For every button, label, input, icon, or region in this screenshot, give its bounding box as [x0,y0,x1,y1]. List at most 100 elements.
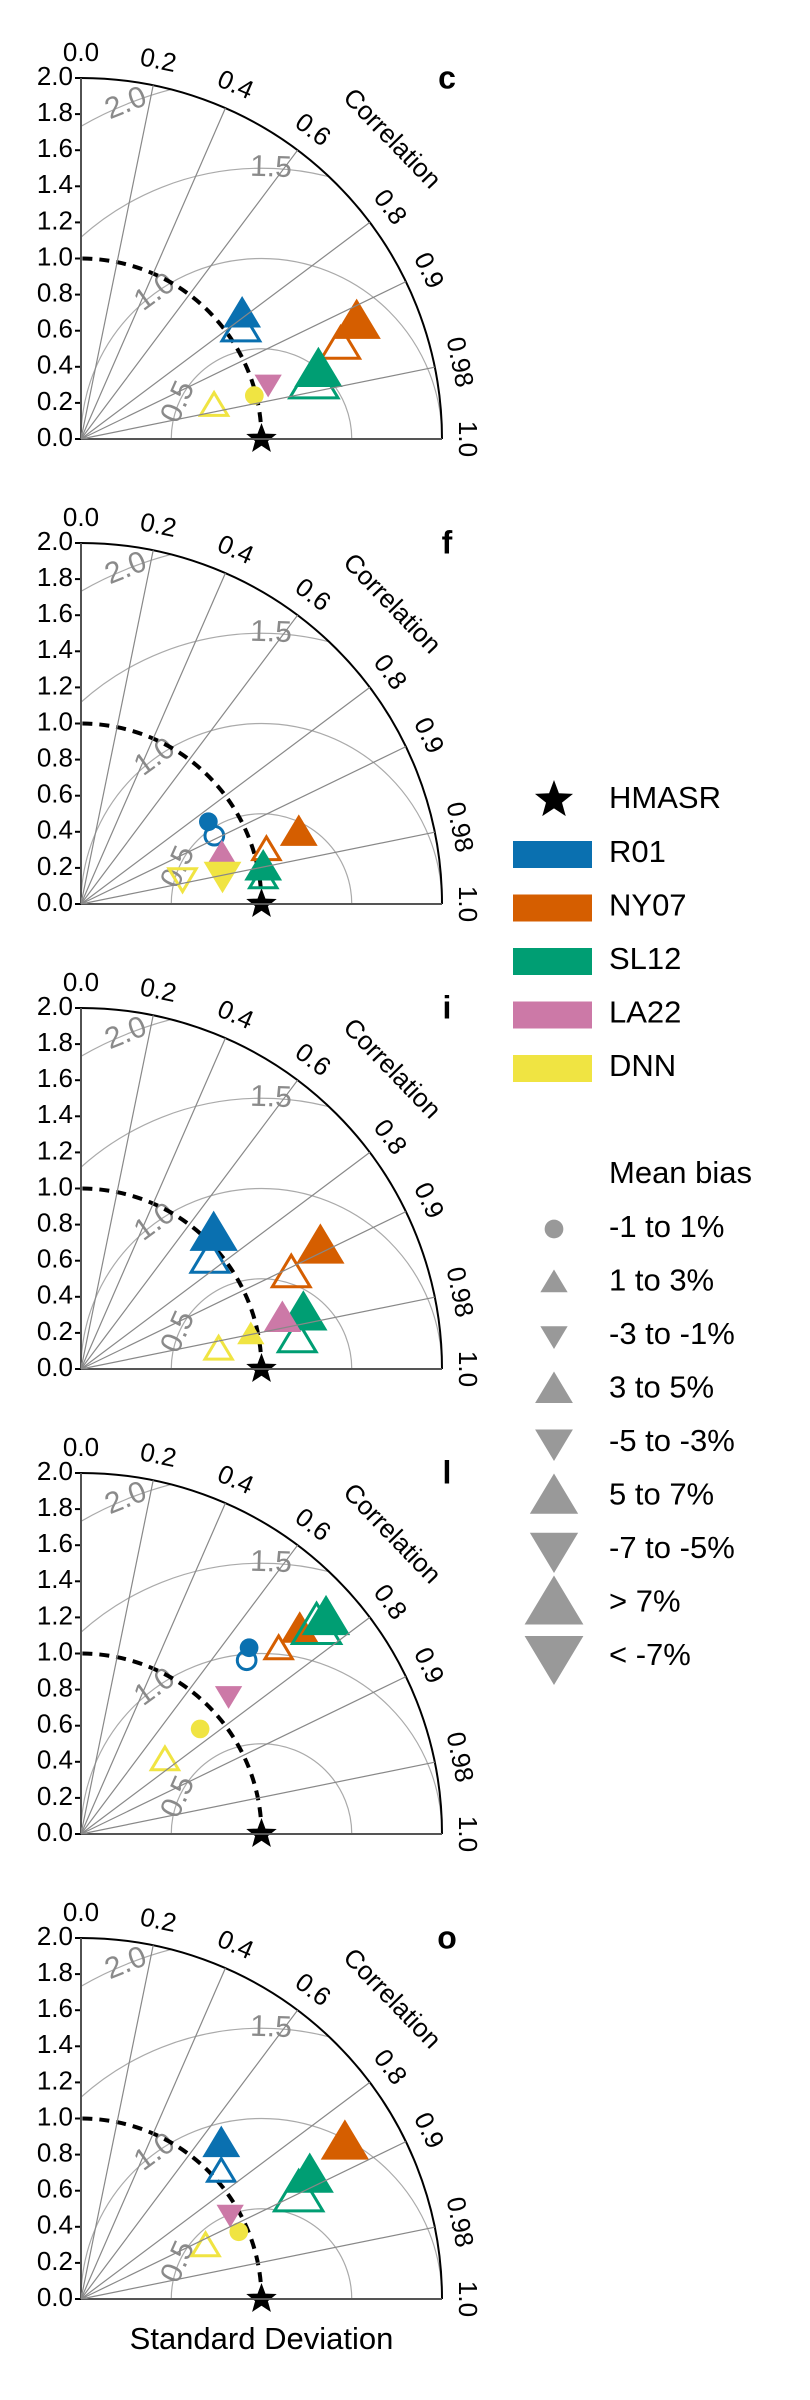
rms-label: 1.5 [250,1545,293,1579]
outer-arc [80,1472,443,1835]
data-point [271,2167,326,2213]
corr-tick-label: 0.9 [408,2107,451,2153]
legend-bias-marker [540,1269,568,1293]
y-tick-label: 1.6 [37,1528,73,1558]
rms-contour [81,2027,442,2299]
y-tick-label: 0.0 [37,2282,73,2312]
legend-bias-marker [524,1636,584,1685]
data-point [189,2230,222,2258]
y-tick-label: 1.2 [37,2065,73,2095]
y-tick-label: 0.6 [37,314,73,344]
corr-tick-label: 0.6 [290,1966,337,2012]
y-tick-label: 1.2 [37,205,73,235]
legend-bias-marker [544,1219,564,1239]
data-point [332,298,381,339]
rms-contour [81,1187,442,1369]
corr-grid-line [80,1296,435,1370]
corr-grid-line [80,85,154,440]
rms-label: 2.0 [100,1475,151,1521]
rms-contour [170,348,353,439]
data-point [246,862,280,890]
legend-label: R01 [609,834,666,869]
corr-grid-line [80,2009,299,2300]
legend-bias-marker [535,1429,573,1461]
rms-label: 2.0 [100,1010,151,1056]
data-point [202,1333,235,1361]
corr-tick-label: 0.0 [63,1897,99,1927]
rms-contour [170,1278,353,1369]
legend-bias-marker [535,1371,573,1403]
corr-grid-line [80,1544,299,1835]
legend-bias-label: -7 to -5% [609,1530,735,1565]
corr-tick-label: 0.8 [368,2043,414,2090]
legend-bias-label: -3 to -1% [609,1316,735,1351]
data-point [237,1321,265,1345]
rms-contour [170,2208,353,2299]
taylor-panel: 0.0 0.20.40.60.80.90.981.00.51.01.52.00.0… [37,1897,483,2356]
legend-label: SL12 [609,941,681,976]
panel-label: o [437,1919,457,1955]
y-tick-label: 1.4 [37,2029,73,2059]
data-point [296,1223,345,1264]
corr-grid-line [80,1676,407,1835]
y-tick-label: 0.6 [37,779,73,809]
rms-contour [170,1743,353,1834]
y-tick-label: 0.8 [37,742,73,772]
legend-bias-marker [524,1575,584,1625]
panel-label: f [442,524,453,560]
y-tick-label: 1.8 [37,1492,73,1522]
corr-grid-line [80,281,407,440]
data-point [197,389,231,417]
panel-label: l [443,1454,452,1490]
outer-arc [80,77,443,440]
corr-grid-line [80,831,435,905]
corr-grid-line [80,1945,154,2300]
data-point [208,839,236,863]
rms-contour [81,1652,442,1834]
y-tick-label: 2.0 [37,1921,73,1951]
data-point [189,1210,238,1251]
rms-contour [81,1562,442,1834]
data-point [148,1744,182,1772]
legend-reference: HMASR [609,780,721,815]
corr-tick-label: 0.2 [138,506,179,543]
legend-bias-label: 5 to 7% [609,1477,714,1512]
y-tick-label: 0.4 [37,350,73,380]
data-point [214,1686,243,1709]
y-tick-label: 1.0 [37,241,73,271]
corr-tick-label: 0.4 [213,1458,258,1500]
corr-grid-line [80,1502,226,1835]
y-tick-label: 1.0 [37,1171,73,1201]
rms-contour [81,167,442,439]
y-tick-label: 1.4 [37,1099,73,1129]
data-point [279,814,318,846]
y-tick-label: 0.8 [37,2137,73,2167]
corr-axis-label: Correlation [338,547,448,659]
corr-tick-label: 0.2 [138,1901,179,1938]
y-tick-label: 0.2 [37,386,73,416]
legend-label: LA22 [609,995,681,1030]
corr-tick-label: 0.0 [63,37,99,67]
y-tick-label: 1.8 [37,1027,73,1057]
corr-tick-label: 0.6 [290,1036,337,1082]
rms-label: 1.5 [250,2010,293,2044]
taylor-panel: 0.0 0.20.40.60.80.90.981.00.51.01.52.00.0… [37,37,483,457]
corr-tick-label: 0.98 [441,334,480,390]
y-tick-label: 2.0 [37,1456,73,1486]
data-point [319,323,363,360]
corr-grid-line [80,1079,299,1370]
corr-tick-label: 0.2 [138,971,179,1008]
data-point [244,386,264,405]
corr-tick-label: 0.2 [138,1436,179,1473]
rms-label: 2.0 [100,80,151,126]
y-tick-label: 0.2 [37,1316,73,1346]
y-tick-label: 0.2 [37,1781,73,1811]
corr-tick-label: 0.4 [213,63,258,105]
y-tick-label: 0.4 [37,815,73,845]
corr-tick-label: 0.8 [368,648,414,695]
corr-tick-label: 0.4 [213,1923,258,1965]
rms-label: 1.5 [250,150,293,184]
y-tick-label: 0.0 [37,1817,73,1847]
y-tick-label: 0.4 [37,1280,73,1310]
corr-tick-label: 0.4 [213,528,258,570]
